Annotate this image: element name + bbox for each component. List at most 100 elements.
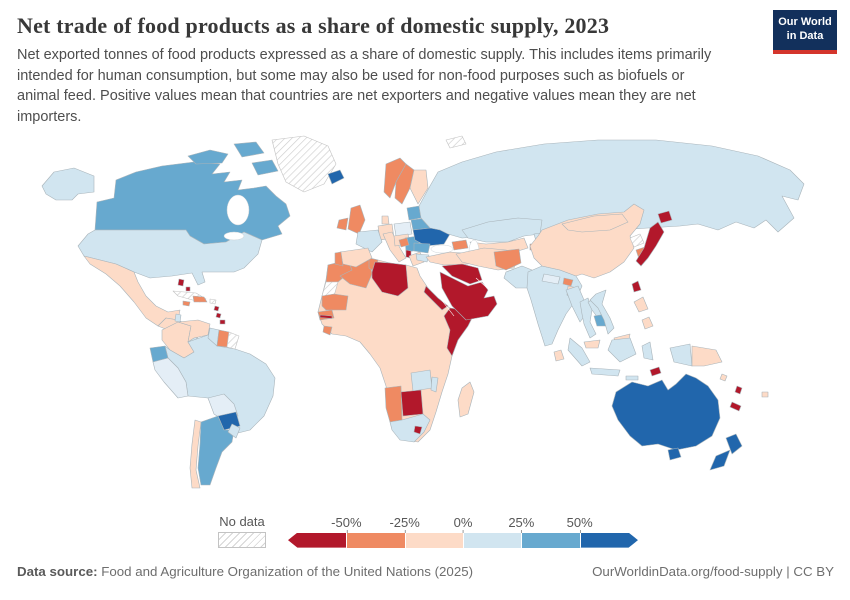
country-mongolia[interactable]: [561, 213, 629, 232]
region-caucasus[interactable]: [451, 239, 469, 250]
legend-color-scale: -50% -25% 0% 25% 50%: [288, 515, 638, 548]
country-indonesia-sulawesi[interactable]: [641, 341, 654, 360]
country-bulgaria[interactable]: [415, 253, 430, 262]
country-solomon-islands[interactable]: [719, 373, 728, 381]
legend-bin-0[interactable]: [288, 532, 347, 548]
region-papua-indonesia[interactable]: [669, 343, 693, 366]
country-croatia[interactable]: [398, 237, 410, 247]
country-new-zealand-north[interactable]: [725, 433, 743, 454]
country-canada-arctic-island[interactable]: [187, 149, 229, 164]
country-indonesia-java[interactable]: [589, 367, 621, 376]
country-ireland[interactable]: [336, 217, 349, 230]
country-botswana[interactable]: [400, 389, 424, 416]
legend-bin-3[interactable]: [462, 532, 522, 548]
country-south-africa[interactable]: [389, 413, 431, 442]
black-sea: [430, 244, 454, 253]
country-australia-tasmania[interactable]: [667, 447, 682, 460]
footer-link[interactable]: OurWorldinData.org/food-supply | CC BY: [592, 563, 834, 579]
country-japan[interactable]: [635, 221, 665, 266]
country-canada-arctic-island[interactable]: [233, 141, 265, 157]
country-bahamas[interactable]: [185, 286, 191, 291]
country-puerto-rico[interactable]: [209, 298, 217, 304]
country-united-kingdom[interactable]: [347, 204, 366, 234]
country-timor-leste[interactable]: [649, 366, 662, 376]
region-lesser-antilles[interactable]: [213, 305, 220, 311]
country-argentina[interactable]: [197, 415, 235, 485]
country-alaska-us[interactable]: [41, 167, 95, 200]
country-fiji[interactable]: [761, 391, 769, 397]
country-france[interactable]: [355, 229, 383, 252]
map-legend: No data -50% -25% 0% 25% 50%: [218, 514, 850, 548]
legend-no-data-label: No data: [219, 513, 265, 529]
country-madagascar[interactable]: [457, 381, 475, 417]
country-indonesia-borneo[interactable]: [607, 337, 637, 362]
country-eritrea[interactable]: [423, 285, 449, 310]
country-greenland[interactable]: [271, 135, 337, 192]
region-svalbard[interactable]: [445, 135, 467, 148]
region-lesser-antilles[interactable]: [215, 312, 222, 318]
country-belize[interactable]: [174, 313, 182, 322]
country-new-zealand-south[interactable]: [709, 449, 731, 470]
country-australia[interactable]: [611, 373, 721, 450]
chart-subtitle: Net exported tonnes of food products exp…: [17, 47, 712, 126]
country-jamaica[interactable]: [182, 300, 191, 306]
country-bhutan[interactable]: [562, 277, 574, 286]
country-libya[interactable]: [371, 261, 409, 296]
legend-bin-2[interactable]: [404, 532, 463, 548]
country-trinidad-and-tobago[interactable]: [219, 319, 226, 324]
region-syria-iraq[interactable]: [441, 263, 483, 284]
country-lesotho[interactable]: [413, 425, 423, 434]
country-uruguay[interactable]: [227, 423, 241, 438]
country-peru[interactable]: [152, 357, 189, 398]
country-papua-new-guinea[interactable]: [691, 345, 723, 366]
country-namibia[interactable]: [384, 385, 403, 422]
country-philippines[interactable]: [633, 296, 649, 312]
country-gambia[interactable]: [319, 314, 333, 319]
country-zambia[interactable]: [410, 369, 433, 391]
country-portugal[interactable]: [334, 251, 344, 266]
country-finland[interactable]: [409, 169, 429, 204]
country-philippines[interactable]: [641, 316, 654, 329]
continent-north-america: [41, 135, 337, 345]
owid-logo[interactable]: Our World in Data: [773, 10, 837, 54]
legend-bin-1[interactable]: [346, 532, 405, 548]
country-nepal[interactable]: [541, 273, 561, 284]
region-baltic-states[interactable]: [406, 205, 422, 220]
country-indonesia-sumatra[interactable]: [567, 337, 591, 366]
country-malawi[interactable]: [430, 376, 439, 392]
legend-no-data: No data: [218, 514, 266, 548]
country-vietnam[interactable]: [589, 289, 615, 334]
country-malaysia[interactable]: [583, 339, 601, 348]
country-canada-arctic-island[interactable]: [251, 159, 279, 175]
country-kazakhstan[interactable]: [461, 217, 543, 242]
country-japan-hokkaido[interactable]: [657, 210, 673, 223]
legend-bin-4[interactable]: [521, 532, 580, 548]
country-sri-lanka[interactable]: [553, 349, 565, 361]
country-afghanistan[interactable]: [493, 248, 522, 270]
legend-no-data-swatch[interactable]: [218, 531, 266, 548]
country-vanuatu[interactable]: [734, 385, 743, 394]
country-italy[interactable]: [382, 231, 407, 262]
chart-footer: Data source: Food and Agriculture Organi…: [17, 564, 834, 579]
country-north-korea[interactable]: [629, 233, 645, 247]
legend-bin-5[interactable]: [579, 532, 638, 548]
country-russia[interactable]: [418, 139, 805, 238]
country-iceland[interactable]: [327, 169, 345, 184]
country-poland[interactable]: [393, 221, 413, 236]
page-title: Net trade of food products as a share of…: [17, 13, 610, 38]
country-hispaniola[interactable]: [192, 295, 208, 302]
country-mauritania[interactable]: [321, 293, 349, 310]
country-denmark[interactable]: [381, 215, 390, 224]
country-chile[interactable]: [189, 419, 202, 488]
hudson-bay: [226, 194, 250, 225]
country-french-guiana[interactable]: [226, 331, 240, 349]
country-bahamas[interactable]: [177, 278, 185, 286]
country-new-caledonia[interactable]: [729, 401, 742, 411]
country-venezuela[interactable]: [177, 319, 211, 342]
country-indonesia-lesser-sunda[interactable]: [625, 375, 639, 380]
legend-tick-label: 25%: [508, 515, 534, 533]
country-romania[interactable]: [413, 242, 431, 253]
country-sierra-leone[interactable]: [322, 325, 333, 335]
country-taiwan[interactable]: [631, 280, 642, 292]
